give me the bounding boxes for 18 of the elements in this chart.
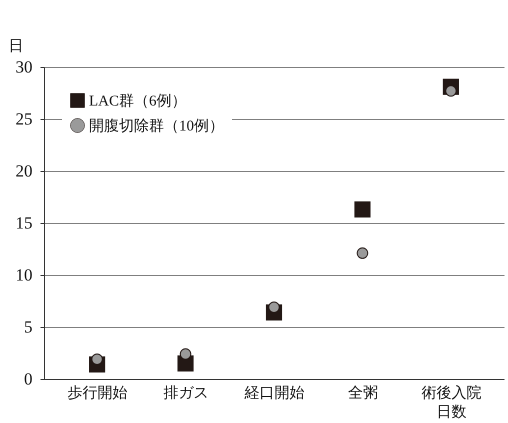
y-tick-label: 25 bbox=[16, 110, 32, 128]
point bbox=[180, 348, 192, 360]
x-tick-label: 術後入院日数 bbox=[421, 384, 482, 420]
y-tick-label: 0 bbox=[24, 370, 32, 388]
legend-label: 開腹切除群（10例） bbox=[89, 118, 224, 134]
point bbox=[354, 201, 371, 218]
x-tick-label: 歩行開始 bbox=[68, 384, 128, 402]
y-tick-label: 15 bbox=[16, 214, 32, 232]
point bbox=[356, 247, 368, 259]
y-axis-title: 日 bbox=[8, 38, 24, 54]
y-tick-label: 10 bbox=[16, 266, 32, 284]
x-tick-label: 全粥 bbox=[348, 384, 378, 402]
y-tick-label: 30 bbox=[16, 58, 32, 76]
x-tick-label: 排ガス bbox=[164, 384, 209, 402]
y-tick-label: 20 bbox=[16, 162, 32, 180]
x-tick-label: 経口開始 bbox=[244, 386, 304, 402]
legend-label: LAC群（6例） bbox=[89, 92, 186, 110]
y-tick-label: 5 bbox=[24, 318, 32, 336]
